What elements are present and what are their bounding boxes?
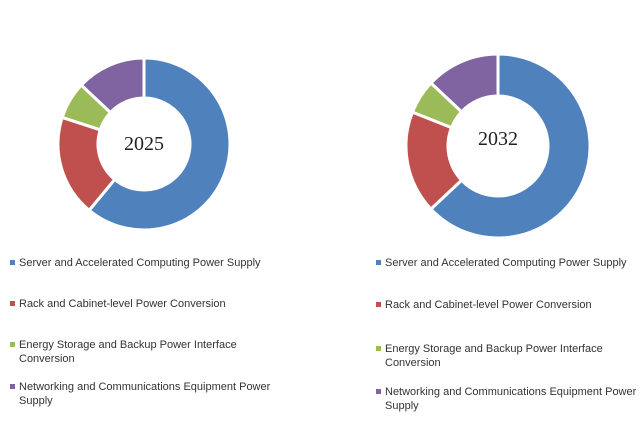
legend-item-energy-storage: Energy Storage and Backup Power Interfac…	[376, 342, 641, 370]
legend-label-networking: Networking and Communications Equipment …	[19, 381, 271, 407]
legend-label-energy-storage: Energy Storage and Backup Power Interfac…	[19, 339, 237, 365]
legend-label-rack: Rack and Cabinet-level Power Conversion	[19, 298, 226, 310]
donut-slice-networking	[79, 56, 146, 115]
legend-swatch-rack	[376, 302, 381, 307]
legend-item-server: Server and Accelerated Computing Power S…	[10, 256, 275, 270]
legend-item-networking: Networking and Communications Equipment …	[376, 385, 641, 413]
legend-swatch-rack	[10, 301, 15, 306]
legend-swatch-server	[10, 260, 15, 265]
legend-swatch-networking	[376, 389, 381, 394]
legend-label-rack: Rack and Cabinet-level Power Conversion	[385, 299, 592, 311]
legend-item-rack: Rack and Cabinet-level Power Conversion	[376, 298, 641, 312]
legend-swatch-networking	[10, 384, 15, 389]
center-label-2025: 2025	[124, 133, 164, 155]
donut-chart-2025: 2025	[56, 56, 232, 232]
legend-swatch-energy-storage	[376, 346, 381, 351]
legend-label-server: Server and Accelerated Computing Power S…	[19, 257, 261, 269]
legend-item-networking: Networking and Communications Equipment …	[10, 380, 275, 408]
legend-swatch-server	[376, 260, 381, 265]
donut-slices-2025	[56, 56, 232, 232]
legend-swatch-energy-storage	[10, 342, 15, 347]
legend-item-server: Server and Accelerated Computing Power S…	[376, 256, 641, 270]
legend-label-networking: Networking and Communications Equipment …	[385, 386, 637, 412]
center-label-2032: 2032	[478, 128, 518, 150]
donut-chart-2032: 2032	[404, 52, 592, 240]
legend-label-energy-storage: Energy Storage and Backup Power Interfac…	[385, 343, 603, 369]
legend-item-rack: Rack and Cabinet-level Power Conversion	[10, 297, 275, 311]
donut-slice-networking	[429, 52, 500, 114]
donut-slice-server	[429, 52, 592, 240]
donut-slices-2032	[404, 52, 592, 240]
legend-label-server: Server and Accelerated Computing Power S…	[385, 257, 627, 269]
donut-slice-server	[87, 56, 232, 232]
legend-item-energy-storage: Energy Storage and Backup Power Interfac…	[10, 338, 275, 366]
